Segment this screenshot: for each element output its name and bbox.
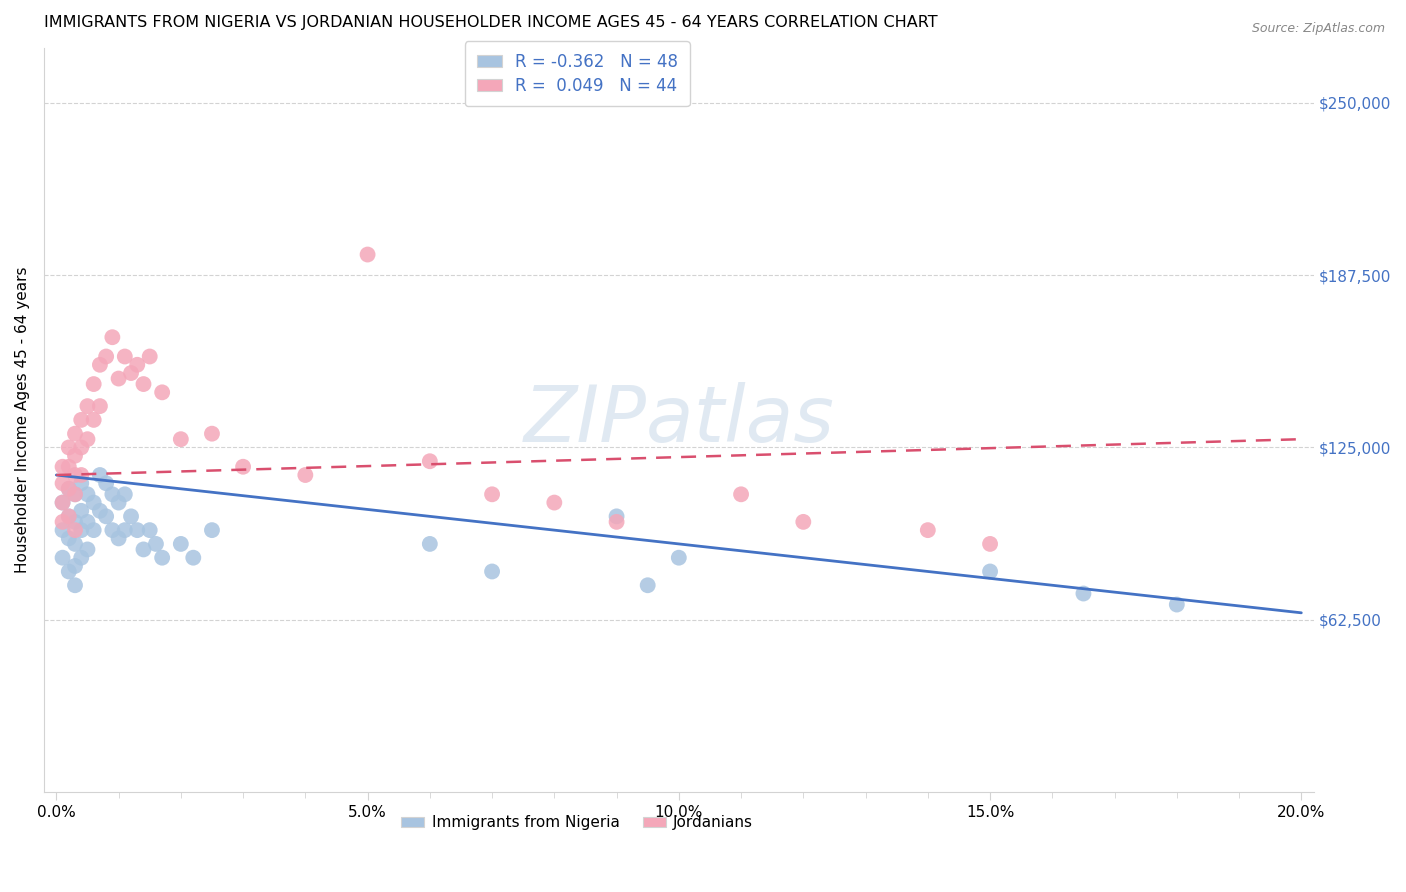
Point xyxy=(979,537,1001,551)
Point xyxy=(792,515,814,529)
Point xyxy=(107,495,129,509)
Legend: Immigrants from Nigeria, Jordanians: Immigrants from Nigeria, Jordanians xyxy=(395,809,759,837)
Point xyxy=(606,515,628,529)
Point xyxy=(138,523,160,537)
Point xyxy=(89,358,111,372)
Point xyxy=(170,537,193,551)
Point xyxy=(70,441,93,455)
Point xyxy=(51,550,73,565)
Point xyxy=(83,495,105,509)
Point xyxy=(76,432,98,446)
Point xyxy=(58,459,80,474)
Point xyxy=(150,385,173,400)
Point xyxy=(63,515,86,529)
Point xyxy=(83,413,105,427)
Point xyxy=(70,550,93,565)
Point xyxy=(730,487,752,501)
Point xyxy=(58,509,80,524)
Point xyxy=(63,578,86,592)
Point xyxy=(70,523,93,537)
Text: ZIPatlas: ZIPatlas xyxy=(523,382,834,458)
Point xyxy=(70,476,93,491)
Point xyxy=(58,509,80,524)
Point xyxy=(89,468,111,483)
Point xyxy=(63,537,86,551)
Point xyxy=(63,487,86,501)
Point xyxy=(201,426,224,441)
Point xyxy=(132,542,155,557)
Point xyxy=(138,350,160,364)
Point xyxy=(101,487,124,501)
Point xyxy=(70,413,93,427)
Point xyxy=(356,247,378,261)
Point xyxy=(114,350,136,364)
Point xyxy=(979,565,1001,579)
Point xyxy=(101,330,124,344)
Text: Source: ZipAtlas.com: Source: ZipAtlas.com xyxy=(1251,22,1385,36)
Point xyxy=(63,468,86,483)
Point xyxy=(127,358,149,372)
Point xyxy=(606,509,628,524)
Point xyxy=(63,426,86,441)
Point xyxy=(150,550,173,565)
Point xyxy=(63,449,86,463)
Point xyxy=(120,366,142,380)
Point xyxy=(181,550,204,565)
Point xyxy=(51,459,73,474)
Point xyxy=(1166,598,1188,612)
Point xyxy=(481,565,503,579)
Point xyxy=(917,523,939,537)
Point xyxy=(89,504,111,518)
Y-axis label: Householder Income Ages 45 - 64 years: Householder Income Ages 45 - 64 years xyxy=(15,267,30,574)
Point xyxy=(94,509,117,524)
Point xyxy=(51,515,73,529)
Point xyxy=(107,532,129,546)
Point xyxy=(63,558,86,573)
Point xyxy=(63,523,86,537)
Point xyxy=(94,476,117,491)
Point xyxy=(145,537,167,551)
Point xyxy=(76,399,98,413)
Point xyxy=(543,495,565,509)
Point xyxy=(637,578,659,592)
Point xyxy=(170,432,193,446)
Point xyxy=(114,487,136,501)
Point xyxy=(132,377,155,392)
Point xyxy=(83,523,105,537)
Point xyxy=(63,487,86,501)
Point xyxy=(114,523,136,537)
Point xyxy=(419,537,441,551)
Point xyxy=(51,495,73,509)
Point xyxy=(76,487,98,501)
Point xyxy=(1073,586,1095,600)
Point xyxy=(481,487,503,501)
Point xyxy=(70,468,93,483)
Point xyxy=(127,523,149,537)
Point xyxy=(58,532,80,546)
Point xyxy=(94,350,117,364)
Point xyxy=(101,523,124,537)
Point xyxy=(70,504,93,518)
Point xyxy=(294,468,316,483)
Text: IMMIGRANTS FROM NIGERIA VS JORDANIAN HOUSEHOLDER INCOME AGES 45 - 64 YEARS CORRE: IMMIGRANTS FROM NIGERIA VS JORDANIAN HOU… xyxy=(44,15,938,30)
Point xyxy=(120,509,142,524)
Point xyxy=(58,441,80,455)
Point xyxy=(76,515,98,529)
Point xyxy=(107,371,129,385)
Point xyxy=(201,523,224,537)
Point xyxy=(51,523,73,537)
Point xyxy=(51,476,73,491)
Point xyxy=(668,550,690,565)
Point xyxy=(232,459,254,474)
Point xyxy=(58,482,80,496)
Point xyxy=(419,454,441,468)
Point xyxy=(89,399,111,413)
Point xyxy=(83,377,105,392)
Point xyxy=(58,565,80,579)
Point xyxy=(58,482,80,496)
Point xyxy=(51,495,73,509)
Point xyxy=(76,542,98,557)
